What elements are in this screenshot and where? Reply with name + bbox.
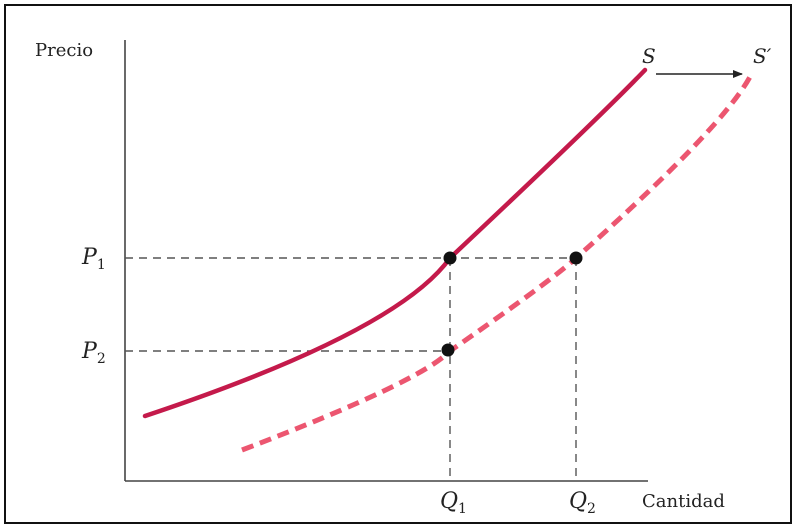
point-p2-q1 bbox=[441, 343, 455, 357]
supply-curve-s-prime bbox=[241, 71, 755, 453]
supply-curve-s bbox=[142, 67, 648, 419]
x-axis-label: Cantidad bbox=[642, 491, 725, 512]
p1-subscript: 1 bbox=[97, 257, 106, 273]
q1-subscript: 1 bbox=[458, 501, 467, 517]
point-p1-q2 bbox=[569, 251, 583, 265]
curve-label-s: S bbox=[642, 44, 656, 68]
tick-label-q2: Q2 bbox=[569, 489, 596, 517]
q2-subscript: 2 bbox=[587, 501, 596, 517]
tick-label-q1: Q1 bbox=[440, 489, 467, 517]
p1-symbol: P bbox=[81, 245, 98, 270]
tick-label-p1: P1 bbox=[81, 245, 106, 273]
q2-symbol: Q bbox=[569, 489, 587, 514]
figure-frame bbox=[4, 4, 792, 524]
curve-label-s-prime: S′ bbox=[753, 44, 772, 68]
point-p1-q1 bbox=[443, 251, 457, 265]
y-axis-label: Precio bbox=[35, 40, 93, 61]
p2-subscript: 2 bbox=[97, 351, 106, 367]
p2-symbol: P bbox=[81, 339, 98, 364]
tick-label-p2: P2 bbox=[81, 339, 106, 367]
q1-symbol: Q bbox=[440, 489, 458, 514]
